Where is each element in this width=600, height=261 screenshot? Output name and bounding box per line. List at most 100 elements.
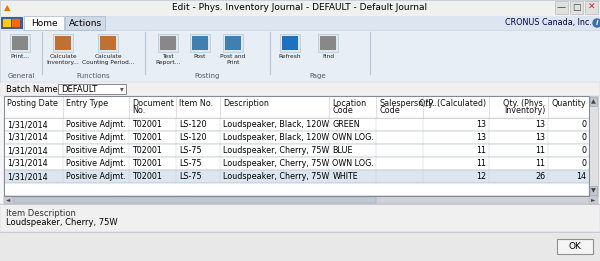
Text: ▾: ▾ xyxy=(120,85,124,93)
Text: 11: 11 xyxy=(476,159,486,168)
Text: Calculate: Calculate xyxy=(49,54,77,59)
Bar xyxy=(55,36,71,50)
Text: ▲: ▲ xyxy=(4,3,11,12)
Bar xyxy=(0,232,600,261)
Text: Print...: Print... xyxy=(11,54,29,59)
Text: □: □ xyxy=(572,3,581,12)
Text: Quantity: Quantity xyxy=(551,99,586,108)
Text: Post and: Post and xyxy=(220,54,245,59)
Text: Posting Date: Posting Date xyxy=(7,99,58,108)
Text: 0: 0 xyxy=(581,146,586,155)
Text: Loudspeaker, Cherry, 75W: Loudspeaker, Cherry, 75W xyxy=(223,159,329,168)
Text: OK: OK xyxy=(569,242,581,251)
Text: 11: 11 xyxy=(535,146,545,155)
Text: Edit - Phys. Inventory Journal - DEFAULT - Default Journal: Edit - Phys. Inventory Journal - DEFAULT… xyxy=(172,3,428,13)
Text: 13: 13 xyxy=(535,120,545,129)
Text: DEFAULT: DEFAULT xyxy=(61,85,97,93)
Bar xyxy=(555,1,568,14)
Bar xyxy=(0,30,600,82)
Bar xyxy=(98,34,118,52)
Bar xyxy=(0,16,600,30)
Bar xyxy=(65,16,105,30)
Bar xyxy=(158,34,178,52)
Text: Item Description: Item Description xyxy=(6,209,76,218)
Text: Document: Document xyxy=(132,99,174,108)
Text: Positive Adjmt.: Positive Adjmt. xyxy=(67,146,127,155)
Text: Code: Code xyxy=(379,106,400,115)
Text: OWN LOG.: OWN LOG. xyxy=(332,159,374,168)
Bar xyxy=(318,34,338,52)
Text: Print: Print xyxy=(226,60,239,65)
Text: Posting: Posting xyxy=(194,73,220,79)
Text: Qty. (Calculated): Qty. (Calculated) xyxy=(419,99,486,108)
Text: Code: Code xyxy=(332,106,353,115)
Bar xyxy=(0,82,600,96)
Text: Home: Home xyxy=(31,19,58,27)
Text: LS-75: LS-75 xyxy=(179,172,202,181)
Bar xyxy=(0,82,600,261)
Text: 13: 13 xyxy=(535,133,545,142)
Circle shape xyxy=(593,19,600,27)
Text: 13: 13 xyxy=(476,133,486,142)
Bar xyxy=(320,36,336,50)
Text: i: i xyxy=(596,20,598,26)
Text: T02001: T02001 xyxy=(132,133,162,142)
Text: 1/31/2014: 1/31/2014 xyxy=(7,120,47,129)
Text: LS-75: LS-75 xyxy=(179,159,202,168)
Text: Positive Adjmt.: Positive Adjmt. xyxy=(67,172,127,181)
Text: Positive Adjmt.: Positive Adjmt. xyxy=(67,133,127,142)
Text: 1/31/2014: 1/31/2014 xyxy=(7,159,47,168)
Text: Calculate: Calculate xyxy=(94,54,122,59)
Text: T02001: T02001 xyxy=(132,172,162,181)
Text: CRONUS Canada, Inc.: CRONUS Canada, Inc. xyxy=(505,19,592,27)
Text: 0: 0 xyxy=(581,159,586,168)
Text: Entry Type: Entry Type xyxy=(67,99,109,108)
Bar xyxy=(2,2,13,13)
Bar xyxy=(590,97,597,106)
Text: Item No.: Item No. xyxy=(179,99,213,108)
Text: T02001: T02001 xyxy=(132,159,162,168)
Bar xyxy=(4,144,589,157)
Bar xyxy=(14,197,376,203)
Bar xyxy=(280,34,300,52)
Text: Post: Post xyxy=(194,54,206,59)
Text: OWN LOG.: OWN LOG. xyxy=(332,133,374,142)
Bar xyxy=(190,34,210,52)
Text: Loudspeaker, Cherry, 75W: Loudspeaker, Cherry, 75W xyxy=(6,218,118,227)
Text: WHITE: WHITE xyxy=(332,172,358,181)
Text: Loudspeaker, Black, 120W: Loudspeaker, Black, 120W xyxy=(223,133,329,142)
Text: Loudspeaker, Cherry, 75W: Loudspeaker, Cherry, 75W xyxy=(223,146,329,155)
Bar xyxy=(223,34,243,52)
Text: No.: No. xyxy=(132,106,145,115)
Text: 11: 11 xyxy=(476,146,486,155)
Text: Description: Description xyxy=(223,99,269,108)
Text: LS-75: LS-75 xyxy=(179,146,202,155)
Bar xyxy=(590,186,597,195)
Bar xyxy=(4,131,589,144)
Bar xyxy=(4,118,589,131)
Bar xyxy=(4,96,589,118)
Bar xyxy=(3,19,11,27)
Bar xyxy=(4,170,589,183)
Bar xyxy=(24,16,64,30)
Text: 26: 26 xyxy=(535,172,545,181)
Bar xyxy=(12,36,28,50)
Bar xyxy=(589,196,598,204)
Bar xyxy=(4,157,589,170)
Bar xyxy=(53,34,73,52)
Bar xyxy=(192,36,208,50)
Text: LS-120: LS-120 xyxy=(179,120,206,129)
Text: T02001: T02001 xyxy=(132,120,162,129)
Text: 12: 12 xyxy=(476,172,486,181)
Text: General: General xyxy=(7,73,35,79)
Text: ►: ► xyxy=(592,198,596,203)
Text: 0: 0 xyxy=(581,120,586,129)
Text: 13: 13 xyxy=(476,120,486,129)
Text: Salespersn./P...: Salespersn./P... xyxy=(379,99,440,108)
Text: Refresh: Refresh xyxy=(279,54,301,59)
Text: Location: Location xyxy=(332,99,367,108)
Text: Find: Find xyxy=(322,54,334,59)
Bar xyxy=(4,183,589,196)
Text: Loudspeaker, Cherry, 75W: Loudspeaker, Cherry, 75W xyxy=(223,172,329,181)
Text: 1/31/2014: 1/31/2014 xyxy=(7,133,47,142)
